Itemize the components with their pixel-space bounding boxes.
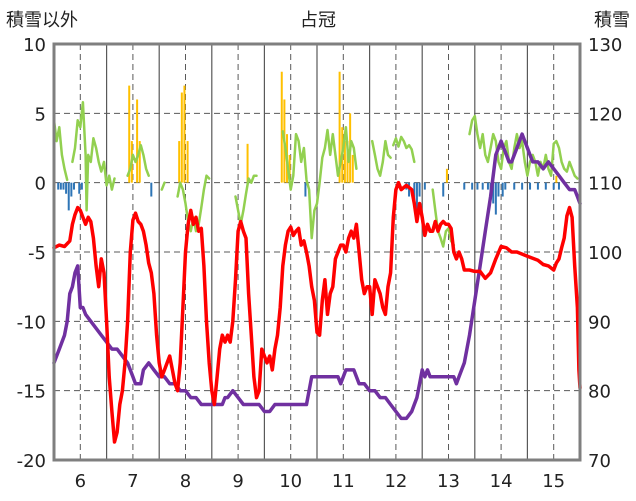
bar: [536, 182, 539, 190]
bar: [463, 182, 466, 190]
bar: [476, 182, 479, 190]
bar: [128, 85, 131, 183]
left-tick-label: 5: [35, 104, 46, 125]
bar: [486, 182, 489, 190]
series-line-green: [234, 174, 258, 226]
bar: [343, 141, 346, 183]
bar: [304, 182, 307, 197]
bar: [57, 182, 60, 190]
grid: [54, 44, 580, 460]
series-line-green: [160, 181, 166, 191]
series-line-green: [370, 139, 392, 177]
bar: [178, 141, 181, 183]
bar: [78, 182, 81, 194]
left-tick-label: -20: [17, 451, 46, 472]
bar: [501, 182, 504, 197]
bar: [65, 182, 68, 194]
x-tick-label: 7: [127, 471, 138, 492]
bar: [442, 182, 445, 197]
bar: [418, 182, 421, 197]
bar: [70, 182, 73, 197]
x-tick-label: 6: [75, 471, 86, 492]
chart-title: 占冠: [300, 10, 336, 31]
series-line-green: [71, 100, 116, 212]
series-line-green: [431, 188, 456, 248]
bar: [280, 71, 283, 183]
bar: [59, 182, 62, 190]
left-tick-label: -10: [17, 312, 46, 333]
bar: [338, 71, 341, 183]
bar: [521, 182, 524, 190]
left-axis-label: 積雪以外: [6, 10, 78, 31]
x-tick-label: 15: [542, 471, 565, 492]
series-line-green: [468, 114, 579, 180]
bar: [544, 182, 547, 190]
bar: [445, 168, 448, 183]
series-line-red: [52, 180, 582, 444]
bar: [80, 182, 83, 190]
bar: [413, 182, 416, 204]
plot-frame: [52, 42, 582, 462]
bar: [288, 154, 291, 183]
bar: [183, 85, 186, 183]
x-tick-label: 14: [490, 471, 513, 492]
x-tick-label: 9: [232, 471, 243, 492]
x-tick-label: 13: [437, 471, 460, 492]
bar: [351, 154, 354, 183]
right-tick-label: 100: [588, 243, 622, 264]
x-tick-label: 12: [384, 471, 407, 492]
right-tick-label: 110: [588, 174, 622, 195]
bar: [471, 182, 474, 190]
bar: [67, 182, 70, 211]
bar: [415, 182, 418, 222]
x-axis-ticks: 6 7 8 9 10 11 12 13 14 15: [75, 471, 566, 492]
x-tick-label: 11: [332, 471, 355, 492]
line-series: [52, 100, 582, 444]
right-tick-label: 90: [588, 312, 611, 333]
bar: [423, 182, 426, 190]
bar: [552, 182, 555, 190]
right-axis-label: 積雪: [594, 10, 630, 31]
x-tick-label: 8: [180, 471, 191, 492]
bar: [150, 182, 153, 197]
right-axis-ticks: 130 120 110 100 90 80 70: [588, 35, 622, 472]
bar: [529, 182, 532, 190]
bar: [513, 182, 516, 190]
bar: [492, 182, 495, 204]
bar: [557, 182, 560, 190]
left-axis-ticks: 10 5 0 -5 -10 -15 -20: [17, 35, 46, 472]
bar: [504, 182, 507, 190]
series-line-purple: [52, 132, 582, 421]
left-tick-label: -5: [28, 243, 46, 264]
bar: [555, 175, 558, 183]
series-line-green: [392, 135, 416, 164]
bar: [180, 92, 183, 183]
bar: [138, 141, 141, 183]
right-tick-label: 70: [588, 451, 611, 472]
series-line-green: [126, 143, 150, 177]
left-tick-label: 0: [35, 174, 46, 195]
bar: [494, 182, 497, 215]
right-tick-label: 120: [588, 104, 622, 125]
bar: [136, 99, 139, 183]
left-tick-label: -15: [17, 382, 46, 403]
bar: [497, 182, 500, 197]
right-tick-label: 80: [588, 382, 611, 403]
right-tick-label: 130: [588, 35, 622, 56]
series-line-green: [281, 125, 358, 240]
left-tick-label: 10: [23, 35, 46, 56]
bar: [246, 143, 249, 183]
bar: [62, 182, 65, 190]
series-line-green: [52, 119, 69, 182]
x-tick-label: 10: [279, 471, 302, 492]
bar: [186, 141, 189, 183]
bar: [481, 182, 484, 190]
bar: [72, 182, 75, 190]
